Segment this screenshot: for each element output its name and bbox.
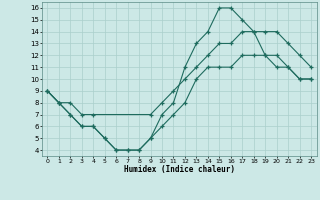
X-axis label: Humidex (Indice chaleur): Humidex (Indice chaleur): [124, 165, 235, 174]
